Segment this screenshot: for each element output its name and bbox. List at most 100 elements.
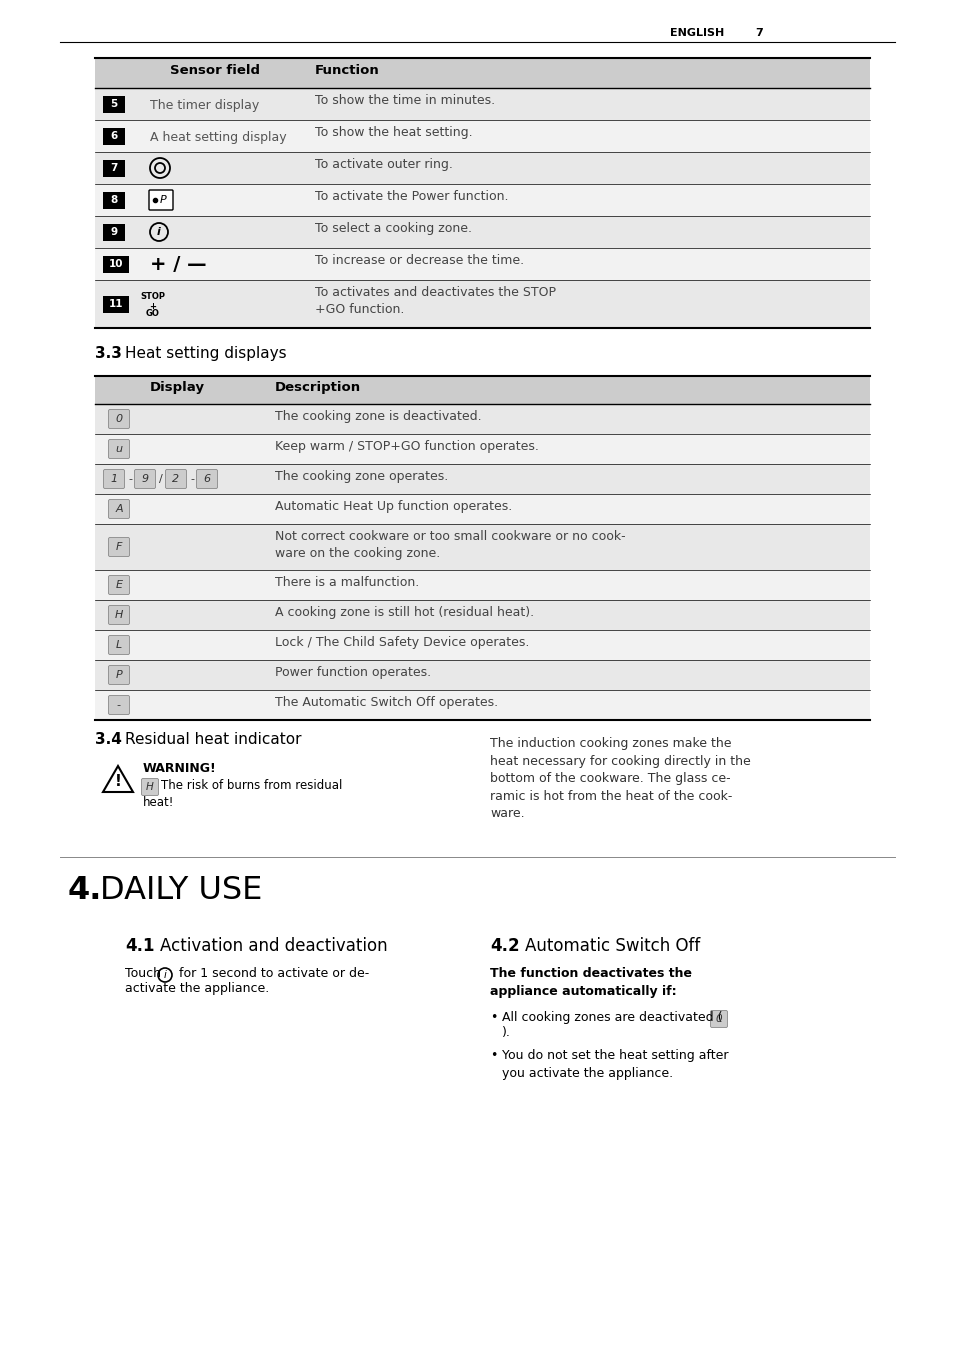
Bar	[95, 247, 869, 280]
Text: Keep warm / STOP+GO function operates.: Keep warm / STOP+GO function operates.	[274, 439, 538, 453]
Bar	[95, 525, 869, 571]
FancyBboxPatch shape	[109, 606, 130, 625]
Text: L: L	[115, 639, 122, 650]
Text: The cooking zone is deactivated.: The cooking zone is deactivated.	[274, 410, 481, 423]
Text: 9: 9	[141, 475, 149, 484]
FancyBboxPatch shape	[149, 191, 172, 210]
Text: 5: 5	[111, 99, 117, 110]
Text: F: F	[115, 542, 122, 552]
Text: for 1 second to activate or de-: for 1 second to activate or de-	[174, 967, 369, 980]
Text: •: •	[490, 1011, 497, 1023]
Bar	[95, 280, 869, 329]
Bar	[95, 690, 869, 721]
Text: All cooking zones are deactivated (: All cooking zones are deactivated (	[501, 1011, 721, 1023]
Text: Function: Function	[314, 64, 379, 77]
Text: The risk of burns from residual: The risk of burns from residual	[161, 779, 342, 792]
Bar	[103, 192, 125, 208]
Text: 8: 8	[111, 195, 117, 206]
Text: u: u	[115, 443, 122, 454]
FancyBboxPatch shape	[134, 469, 155, 488]
Text: Heat setting displays: Heat setting displays	[125, 346, 286, 361]
Text: Activation and deactivation: Activation and deactivation	[160, 937, 387, 955]
Bar	[103, 96, 125, 112]
Text: Automatic Heat Up function operates.: Automatic Heat Up function operates.	[274, 500, 512, 512]
Text: -: -	[128, 475, 132, 484]
FancyBboxPatch shape	[103, 469, 125, 488]
Text: activate the appliance.: activate the appliance.	[125, 982, 269, 995]
Bar	[103, 127, 125, 145]
FancyBboxPatch shape	[109, 538, 130, 557]
Text: You do not set the heat setting after
you activate the appliance.: You do not set the heat setting after yo…	[501, 1049, 728, 1080]
Bar	[95, 184, 869, 216]
Text: To activates and deactivates the STOP
+GO function.: To activates and deactivates the STOP +G…	[314, 287, 556, 316]
Bar	[95, 600, 869, 630]
Text: 4.1: 4.1	[125, 937, 154, 955]
FancyBboxPatch shape	[141, 779, 158, 795]
Text: Residual heat indicator: Residual heat indicator	[125, 731, 301, 748]
FancyBboxPatch shape	[165, 469, 186, 488]
Text: 1: 1	[111, 475, 117, 484]
Text: Lock / The Child Safety Device operates.: Lock / The Child Safety Device operates.	[274, 635, 529, 649]
Bar	[95, 571, 869, 600]
Bar	[95, 151, 869, 184]
Text: Not correct cookware or too small cookware or no cook-
ware on the cooking zone.: Not correct cookware or too small cookwa…	[274, 530, 625, 560]
Text: Power function operates.: Power function operates.	[274, 667, 431, 679]
Bar	[95, 464, 869, 493]
Text: 7: 7	[754, 28, 762, 38]
FancyBboxPatch shape	[109, 695, 130, 714]
Bar	[95, 376, 869, 404]
Text: H: H	[146, 781, 153, 792]
Bar	[103, 256, 129, 273]
Text: 10: 10	[109, 260, 123, 269]
Text: P: P	[115, 671, 122, 680]
Text: To show the heat setting.: To show the heat setting.	[314, 126, 472, 139]
FancyBboxPatch shape	[109, 499, 130, 519]
Text: The cooking zone operates.: The cooking zone operates.	[274, 470, 448, 483]
Text: ENGLISH: ENGLISH	[669, 28, 723, 38]
Text: The Automatic Switch Off operates.: The Automatic Switch Off operates.	[274, 696, 497, 708]
Text: There is a malfunction.: There is a malfunction.	[274, 576, 418, 589]
Bar	[103, 160, 125, 177]
Text: GO: GO	[146, 310, 160, 318]
Text: E: E	[115, 580, 122, 589]
Bar	[95, 660, 869, 690]
Text: !: !	[114, 775, 121, 790]
Text: 4.: 4.	[68, 875, 102, 906]
Text: 0: 0	[715, 1014, 721, 1023]
Text: heat!: heat!	[143, 796, 174, 808]
Text: DAILY USE: DAILY USE	[100, 875, 262, 906]
Text: 3.3: 3.3	[95, 346, 122, 361]
FancyBboxPatch shape	[109, 439, 130, 458]
Text: -: -	[117, 700, 121, 710]
FancyBboxPatch shape	[109, 665, 130, 684]
Text: 6: 6	[203, 475, 211, 484]
Text: •: •	[490, 1049, 497, 1063]
Text: The function deactivates the
appliance automatically if:: The function deactivates the appliance a…	[490, 967, 691, 998]
Text: i: i	[157, 227, 161, 237]
Text: 3.4: 3.4	[95, 731, 122, 748]
Text: To select a cooking zone.: To select a cooking zone.	[314, 222, 472, 235]
Bar	[95, 434, 869, 464]
Bar	[95, 493, 869, 525]
Text: To activate outer ring.: To activate outer ring.	[314, 158, 453, 170]
Text: H: H	[114, 610, 123, 621]
Text: To show the time in minutes.: To show the time in minutes.	[314, 95, 495, 107]
FancyBboxPatch shape	[109, 576, 130, 595]
Bar	[95, 404, 869, 434]
FancyBboxPatch shape	[109, 410, 130, 429]
Text: Description: Description	[274, 381, 361, 393]
Text: 9: 9	[111, 227, 117, 237]
Text: To activate the Power function.: To activate the Power function.	[314, 191, 508, 203]
Text: Touch: Touch	[125, 967, 165, 980]
Text: -: -	[190, 475, 193, 484]
Text: STOP: STOP	[140, 292, 165, 301]
Text: 0: 0	[115, 414, 122, 425]
Text: 4.2: 4.2	[490, 937, 519, 955]
Text: Automatic Switch Off: Automatic Switch Off	[524, 937, 700, 955]
Bar	[95, 120, 869, 151]
FancyBboxPatch shape	[109, 635, 130, 654]
Bar	[95, 216, 869, 247]
FancyBboxPatch shape	[710, 1010, 727, 1028]
Bar	[103, 223, 125, 241]
Bar	[95, 58, 869, 88]
